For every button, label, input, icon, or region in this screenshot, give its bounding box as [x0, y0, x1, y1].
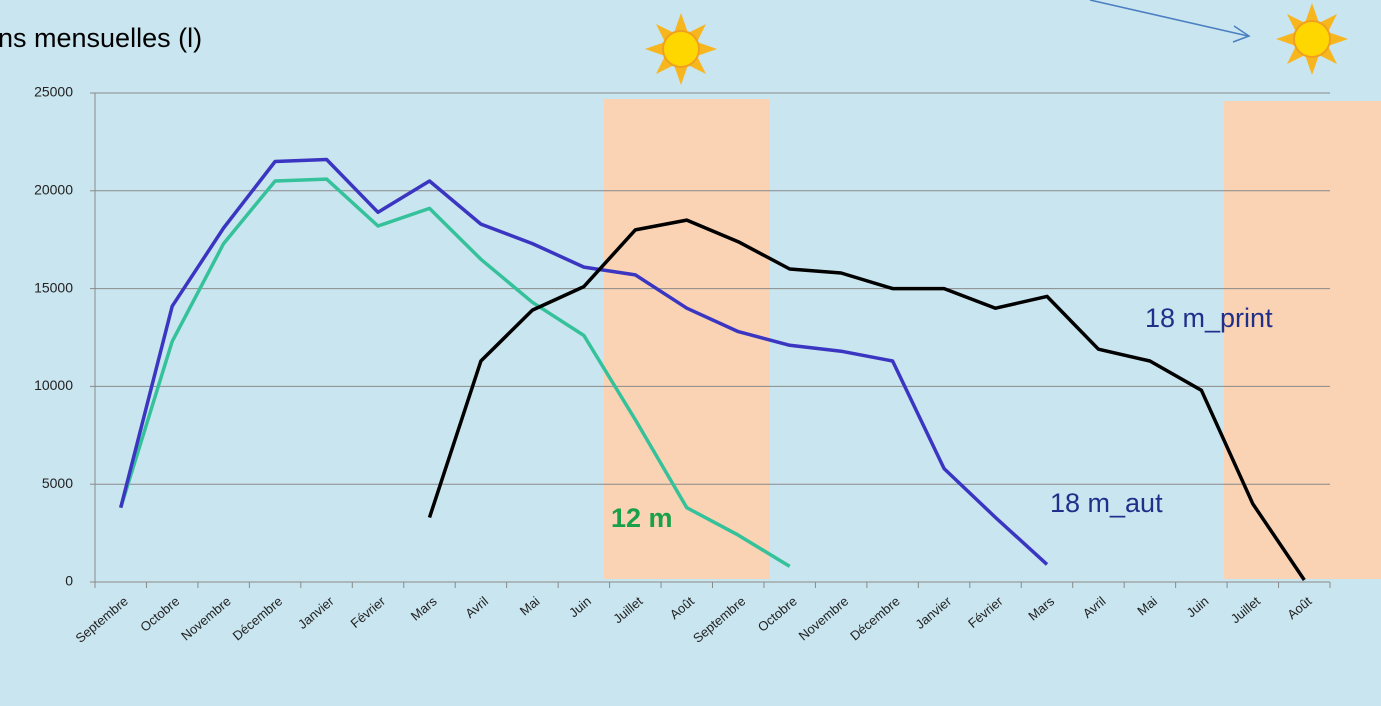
x-tick-label: Juillet [610, 593, 645, 626]
series-line [119, 177, 791, 568]
x-tick-label: Février [965, 593, 1006, 631]
x-tick-label: Août [1284, 593, 1314, 622]
y-tick-label: 20000 [34, 182, 73, 198]
series-line [427, 218, 1306, 581]
arrow [1089, 0, 1251, 43]
series-label: 18 m_aut [1050, 488, 1163, 518]
x-tick-label: Juin [1184, 593, 1212, 620]
summer-band [604, 99, 770, 579]
y-tick-label: 25000 [34, 84, 73, 100]
x-tick-label: Avril [462, 593, 491, 621]
x-tick-label: Novembre [178, 593, 234, 643]
sun-icon [1276, 3, 1348, 75]
x-tick-label: Octobre [137, 593, 182, 634]
series-line [119, 157, 1049, 566]
x-tick-label: Mai [517, 593, 543, 618]
x-tick-label: Décembre [230, 593, 286, 643]
sun-icon [645, 13, 717, 85]
x-tick-label: Mai [1134, 593, 1160, 618]
y-tick-label: 0 [65, 573, 73, 589]
x-tick-label: Mars [1025, 593, 1057, 623]
y-tick-label: 10000 [34, 377, 73, 393]
x-tick-label: Janvier [912, 593, 954, 632]
x-tick-label: Septembre [690, 593, 748, 645]
series-label: 12 m [611, 503, 673, 533]
x-tick-label: Avril [1080, 593, 1109, 621]
x-tick-label: Août [667, 593, 697, 622]
chart-title: ns mensuelles (l) [0, 23, 202, 53]
x-tick-label: Février [348, 593, 389, 631]
x-tick-label: Novembre [796, 593, 852, 643]
x-tick-label: Juin [566, 593, 594, 620]
x-tick-label: Janvier [295, 593, 337, 632]
series-label: 18 m_print [1145, 303, 1273, 333]
y-tick-label: 5000 [42, 475, 73, 491]
summer-band [1224, 101, 1381, 579]
y-tick-label: 15000 [34, 279, 73, 295]
x-tick-label: Octobre [755, 593, 800, 634]
x-tick-label: Décembre [847, 593, 903, 643]
x-tick-label: Juillet [1228, 593, 1263, 626]
x-tick-label: Septembre [73, 593, 131, 645]
x-tick-label: Mars [408, 593, 440, 623]
